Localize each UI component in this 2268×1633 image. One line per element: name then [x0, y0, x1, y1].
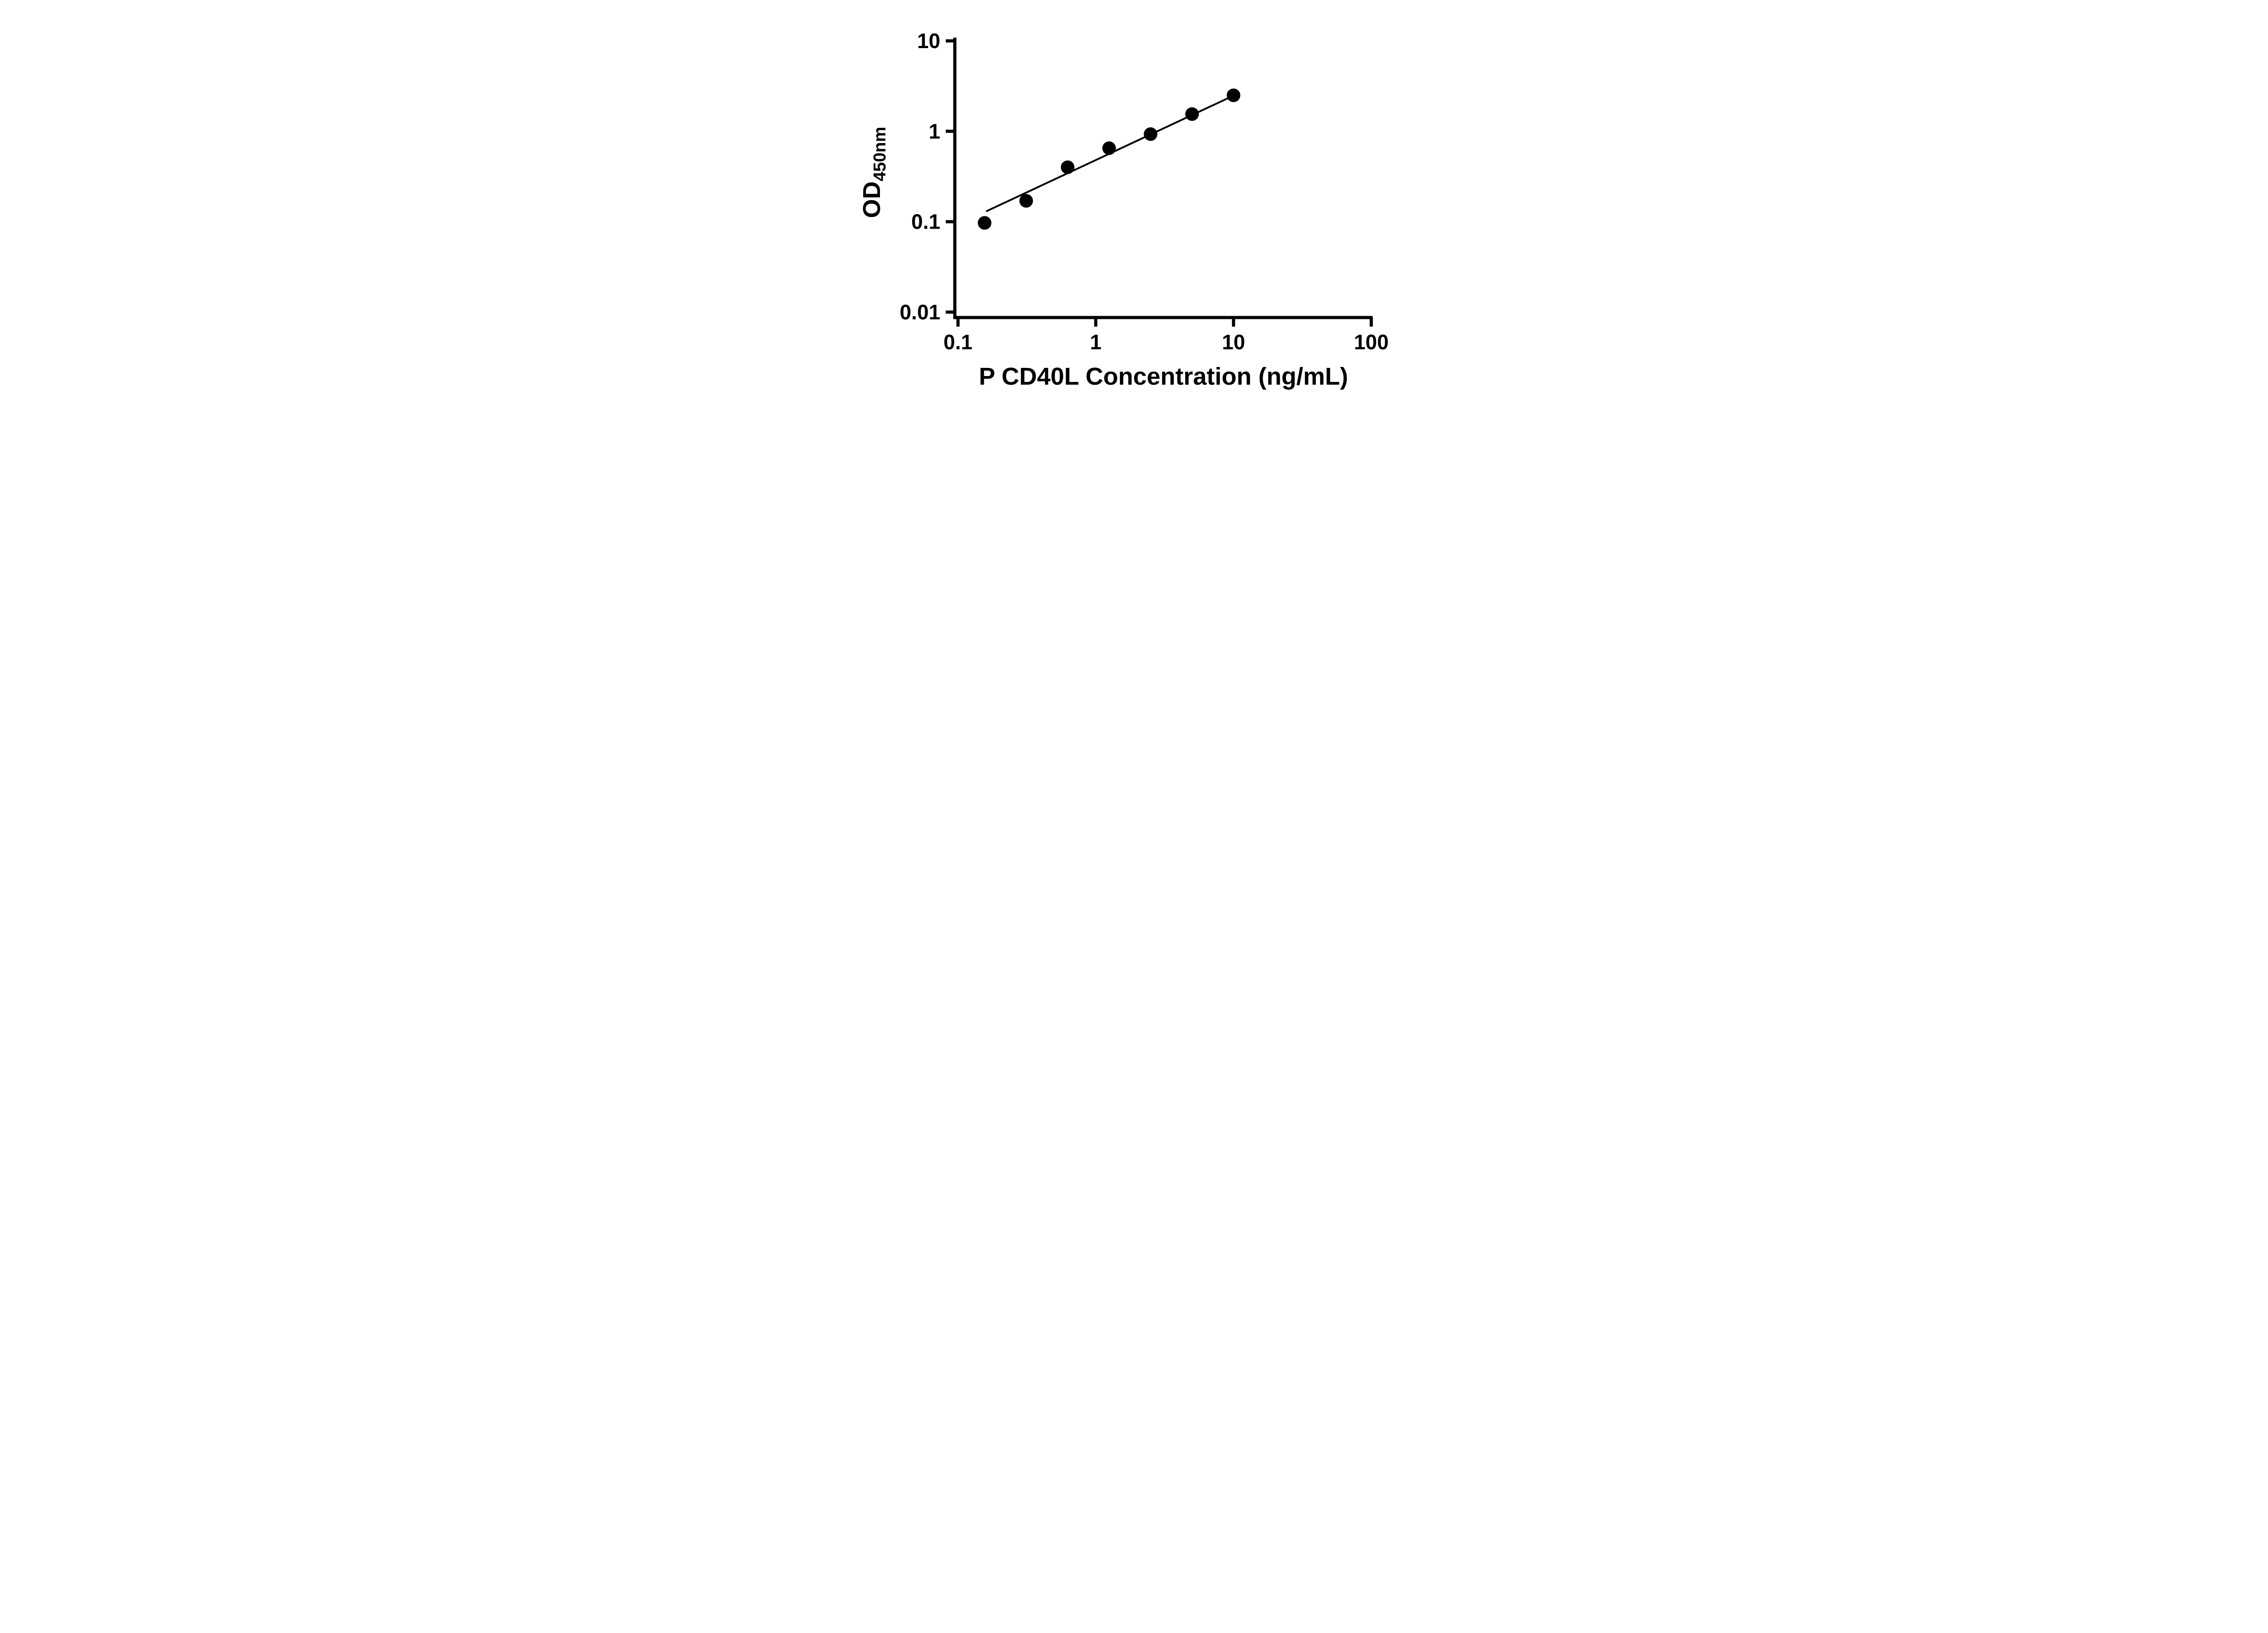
data-point — [978, 216, 992, 230]
data-point — [1102, 141, 1116, 155]
y-axis-title-main: OD — [858, 181, 885, 218]
data-point — [1227, 88, 1241, 103]
x-tick-label: 10 — [1222, 330, 1245, 354]
data-point — [1019, 194, 1033, 208]
tick-marks — [946, 39, 1373, 327]
x-tick-label: 1 — [1090, 330, 1102, 354]
y-tick-label: 10 — [917, 29, 940, 53]
y-axis-title: OD450nm — [858, 127, 890, 218]
x-tick-label: 0.1 — [943, 330, 973, 354]
x-tick-label: 100 — [1354, 330, 1389, 354]
axes — [953, 38, 1373, 319]
data-points-group — [978, 88, 1241, 230]
x-axis-title: P CD40L Concentration (ng/mL) — [979, 363, 1348, 390]
y-tick-label: 1 — [929, 119, 940, 143]
elisa-standard-curve-figure: 0.01 0.1 1 10 0.1 1 10 100 P CD40L Concentratio… — [844, 0, 1424, 408]
data-point — [1144, 127, 1158, 141]
y-tick-label: 0.01 — [899, 300, 940, 324]
axis-lines — [953, 38, 1373, 319]
y-tick-label: 0.1 — [911, 210, 940, 234]
y-axis-title-subscript: 450nm — [870, 127, 890, 181]
data-point — [1061, 160, 1075, 174]
data-point — [1185, 107, 1199, 121]
